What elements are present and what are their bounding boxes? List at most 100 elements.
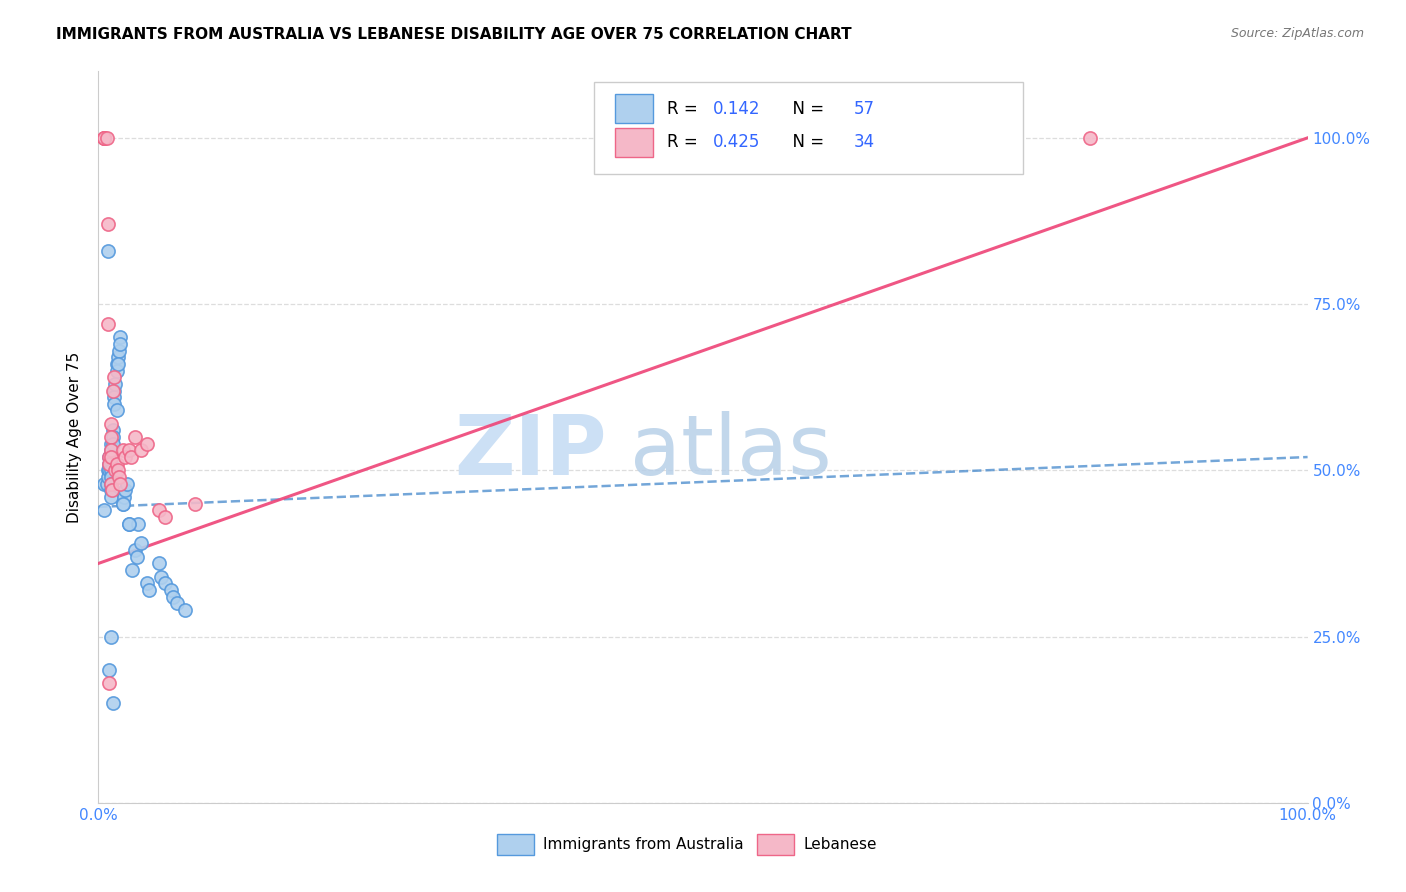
Point (105, 357, 128, 371)
Point (96, 476, 118, 491)
Bar (758, 833, 794, 855)
Text: Lebanese: Lebanese (803, 837, 877, 852)
Text: Source: ZipAtlas.com: Source: ZipAtlas.com (1230, 27, 1364, 40)
Point (98, 457, 121, 471)
Text: N =: N = (782, 133, 830, 152)
Point (127, 516, 149, 531)
Point (174, 603, 197, 617)
Point (107, 351, 129, 365)
Point (118, 516, 141, 531)
Point (111, 497, 134, 511)
Point (1078, 131, 1101, 145)
Point (148, 503, 170, 517)
Point (100, 483, 122, 498)
Point (100, 450, 122, 464)
Point (162, 590, 184, 604)
Point (100, 436, 122, 450)
Point (93, 131, 115, 145)
Point (150, 570, 173, 584)
Point (108, 470, 131, 484)
Point (135, 436, 157, 450)
Point (111, 497, 134, 511)
Point (108, 330, 131, 344)
Point (100, 450, 122, 464)
Point (93, 503, 115, 517)
Bar (614, 94, 654, 123)
Point (97, 463, 120, 477)
Point (107, 357, 129, 371)
Point (97, 217, 120, 231)
Point (103, 390, 125, 404)
Point (100, 443, 122, 458)
Text: 34: 34 (855, 133, 876, 152)
Text: R =: R = (666, 133, 703, 152)
Point (97, 244, 120, 258)
Text: IMMIGRANTS FROM AUSTRALIA VS LEBANESE DISABILITY AGE OVER 75 CORRELATION CHART: IMMIGRANTS FROM AUSTRALIA VS LEBANESE DI… (56, 27, 852, 42)
Point (108, 337, 131, 351)
Point (166, 596, 188, 610)
Point (153, 576, 176, 591)
Point (101, 384, 124, 398)
Point (101, 424, 124, 438)
Point (101, 696, 124, 710)
Point (118, 516, 141, 531)
Point (103, 384, 125, 398)
Point (97, 317, 120, 331)
Text: ZIP: ZIP (454, 411, 606, 492)
Point (98, 676, 121, 690)
Point (138, 582, 160, 597)
Point (100, 457, 122, 471)
Point (100, 476, 122, 491)
Point (103, 370, 125, 384)
Point (160, 582, 183, 597)
Text: Immigrants from Australia: Immigrants from Australia (543, 837, 744, 852)
Point (108, 476, 131, 491)
Bar (614, 128, 654, 157)
Point (120, 450, 142, 464)
Point (100, 443, 122, 458)
Point (114, 483, 136, 498)
Point (93, 131, 115, 145)
Text: 0.425: 0.425 (713, 133, 761, 152)
Point (184, 497, 207, 511)
Point (98, 457, 121, 471)
Point (98, 663, 121, 677)
Point (129, 536, 152, 550)
Point (100, 476, 122, 491)
Point (105, 363, 128, 377)
Point (93, 131, 115, 145)
Point (100, 630, 122, 644)
Point (100, 463, 122, 477)
Point (103, 397, 125, 411)
Bar (498, 833, 534, 855)
Point (96, 131, 118, 145)
Point (148, 557, 170, 571)
Text: 0.142: 0.142 (713, 100, 761, 118)
Point (127, 549, 149, 564)
Point (124, 430, 146, 444)
Point (93, 131, 115, 145)
Y-axis label: Disability Age Over 75: Disability Age Over 75 (67, 351, 83, 523)
Point (111, 443, 134, 458)
Point (104, 376, 127, 391)
Point (100, 490, 122, 504)
Point (100, 430, 122, 444)
Point (104, 463, 127, 477)
Point (112, 490, 135, 504)
Point (98, 450, 121, 464)
Text: 57: 57 (855, 100, 875, 118)
Point (97, 470, 120, 484)
Point (114, 450, 136, 464)
Point (105, 403, 128, 417)
Point (101, 430, 124, 444)
Point (101, 436, 124, 450)
Point (121, 563, 143, 577)
Point (105, 457, 128, 471)
Point (117, 476, 139, 491)
Point (124, 543, 146, 558)
Point (98, 450, 121, 464)
Point (100, 470, 122, 484)
Point (153, 509, 176, 524)
Point (118, 443, 141, 458)
Point (100, 417, 122, 431)
